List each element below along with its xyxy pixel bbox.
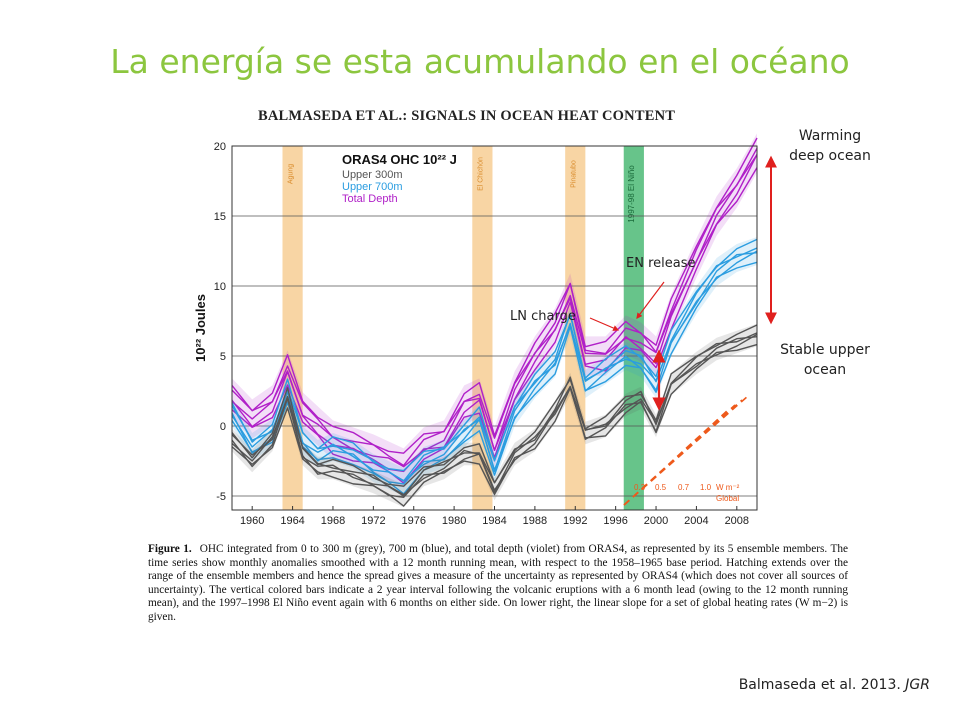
x-tick-label: 1976 xyxy=(401,515,425,527)
stable-upper-note: Stable upper ocean xyxy=(765,340,885,380)
y-tick-label: 5 xyxy=(220,351,226,363)
volcanic-bar-label: Agung xyxy=(288,164,295,184)
y-tick-label: -5 xyxy=(216,491,226,503)
ln-charge-arrow xyxy=(589,317,620,331)
elnino-bar-label: 1997-98 El Niño xyxy=(627,165,636,223)
x-tick-label: 1960 xyxy=(240,515,264,527)
y-tick-label: 10 xyxy=(214,281,226,293)
x-tick-label: 2008 xyxy=(725,515,749,527)
series-lines xyxy=(231,133,758,508)
heating-rate-label: 0.3 xyxy=(634,483,646,492)
legend-title: ORAS4 OHC 10²² J xyxy=(342,152,457,167)
x-tick-label: 1964 xyxy=(280,515,304,527)
y-tick-label: 20 xyxy=(214,141,226,153)
series-line xyxy=(231,137,758,454)
citation: Balmaseda et al. 2013. JGR xyxy=(739,677,930,693)
warming-deep-line2: deep ocean xyxy=(789,148,871,164)
y-axis-label: 10²² Joules xyxy=(193,294,208,362)
series-line xyxy=(231,147,758,467)
x-tick-label: 2000 xyxy=(644,515,668,527)
legend-entry: Total Depth xyxy=(342,193,398,205)
legend-entry: Upper 700m xyxy=(342,181,403,193)
citation-text: Balmaseda et al. 2013. xyxy=(738,677,901,693)
citation-journal: JGR xyxy=(905,677,930,693)
x-tick-label: 1968 xyxy=(321,515,345,527)
y-tick-label: 15 xyxy=(214,211,226,223)
x-tick-label: 1992 xyxy=(563,515,587,527)
en-release-label: EN release xyxy=(626,256,696,271)
heating-rate-label: 1.0 xyxy=(700,483,712,492)
x-tick-label: 2004 xyxy=(684,515,708,527)
series-line xyxy=(231,324,758,487)
heating-rate-global-label: Global xyxy=(716,494,739,503)
axes: -5 0 5 10 15 20 1960 1964 1968 1972 1976 1980 1984 19… xyxy=(193,141,758,527)
x-tick-label: 1972 xyxy=(361,515,385,527)
warming-deep-note: Warming deep ocean xyxy=(775,126,885,166)
slide-title: La energía se esta acumulando en el océa… xyxy=(110,42,850,81)
x-tick-label: 1984 xyxy=(482,515,506,527)
annotation-arrows xyxy=(589,155,777,411)
heating-rate-lines: 0.3 0.5 0.7 1.0 W m⁻² Global xyxy=(623,395,749,506)
y-tick-label: 0 xyxy=(220,421,226,433)
volcanic-bar-label: Pinatubo xyxy=(570,160,577,188)
ln-charge-label: LN charge xyxy=(510,309,576,324)
legend-entry: Upper 300m xyxy=(342,169,403,181)
heating-rate-label: 0.7 xyxy=(678,483,690,492)
paper-header: BALMASEDA ET AL.: SIGNALS IN OCEAN HEAT … xyxy=(258,108,676,124)
volcanic-bar-label: El Chichón xyxy=(477,157,484,191)
series-spread xyxy=(232,237,757,496)
x-tick-label: 1980 xyxy=(442,515,466,527)
volcanic-bar xyxy=(282,146,303,510)
x-tick-label: 1988 xyxy=(523,515,547,527)
heating-rate-label: 0.5 xyxy=(655,483,667,492)
heating-rate-label: W m⁻² xyxy=(716,483,740,492)
stable-upper-line2: ocean xyxy=(803,362,847,378)
warming-deep-line1: Warming xyxy=(798,128,862,144)
caption-text: OHC integrated from 0 to 300 m (grey), 7… xyxy=(148,543,849,623)
heating-rate-line xyxy=(623,395,749,506)
x-tick-label: 1996 xyxy=(603,515,627,527)
caption-label: Figure 1. xyxy=(148,543,192,555)
en-release-arrow xyxy=(636,281,665,319)
series-line xyxy=(231,343,758,507)
figure-caption: Figure 1. OHC integrated from 0 to 300 m … xyxy=(148,543,848,625)
figure-panel xyxy=(175,98,763,528)
stable-upper-line1: Stable upper xyxy=(780,342,870,358)
